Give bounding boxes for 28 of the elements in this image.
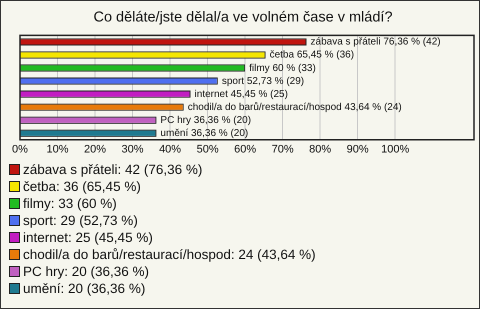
chart-title: Co děláte/jste dělal/a ve volném čase v mládí?	[93, 10, 393, 26]
x-tick-label: 10%	[46, 143, 69, 156]
category-label: umění 36,36 % (20)	[160, 128, 248, 140]
x-tick-label: 90%	[346, 143, 369, 156]
text: četba: 36 (65,45 %)	[23, 178, 141, 195]
text: internet: 25 (45,45 %)	[23, 229, 153, 246]
text: chodil/a do barů/restaurací/hospod: 24 (43,64 %)	[23, 246, 316, 263]
x-tick-label: 100%	[381, 143, 410, 156]
category-label: chodil/a do barů/restaurací/hospod 43,64 % (24)	[188, 102, 402, 113]
category-label: sport 52,73 % (29)	[222, 76, 304, 87]
category-label: PC hry 36,36 % (20)	[160, 114, 252, 126]
x-tick-label: 70%	[272, 143, 294, 156]
category-label: internet 45,45 % (25)	[194, 88, 288, 100]
x-tick-label: 50%	[196, 143, 219, 156]
text: PC hry: 20 (36,36 %)	[23, 263, 150, 280]
x-tick-label: 60%	[234, 143, 256, 156]
x-tick-label: 80%	[309, 143, 332, 156]
category-label: zábava s přáteli 76,36 % (42)	[310, 36, 441, 48]
text: umění: 20 (36,36 %)	[23, 280, 146, 297]
x-tick-label: 20%	[84, 143, 106, 156]
text: zábava s přáteli: 42 (76,36 %)	[23, 161, 202, 178]
text: sport: 29 (52,73 %)	[23, 212, 138, 229]
category-label: filmy 60 % (33)	[249, 62, 316, 74]
x-tick-label: 40%	[159, 143, 182, 156]
text: filmy: 33 (60 %)	[23, 195, 117, 212]
x-tick-label: 30%	[122, 143, 144, 156]
x-tick-label: 0%	[12, 143, 28, 156]
category-label: četba 65,45 % (36)	[270, 50, 354, 61]
